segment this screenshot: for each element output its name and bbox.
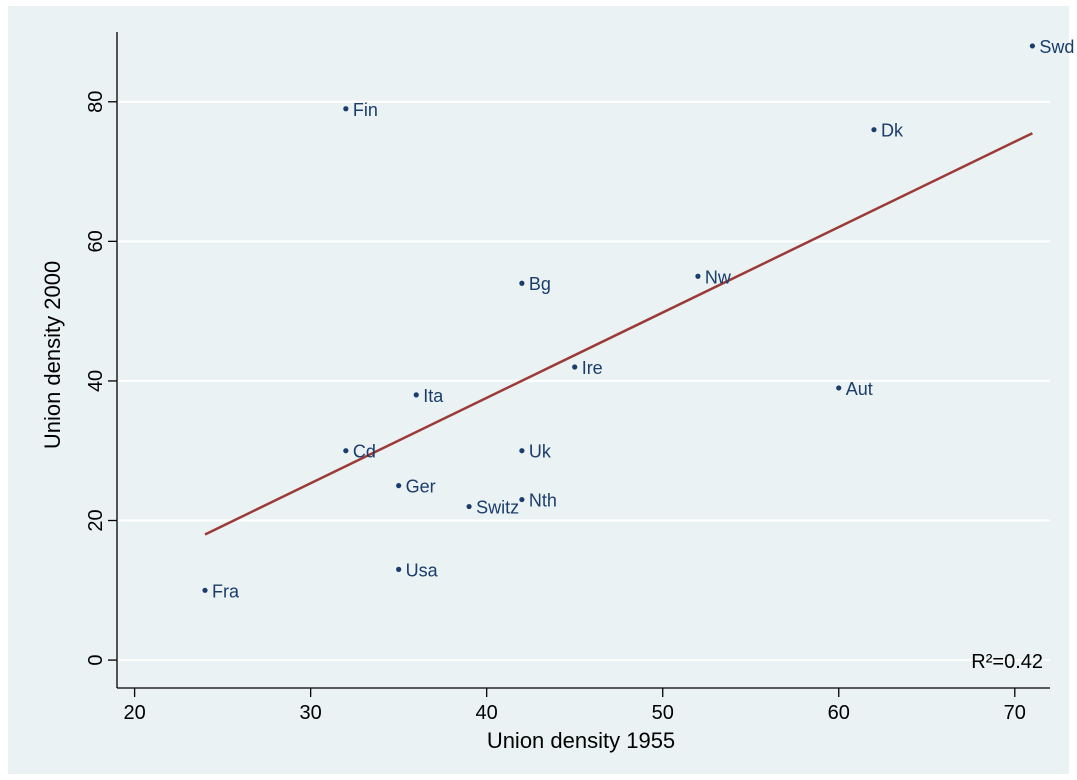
- x-tick-label: 70: [1004, 702, 1026, 724]
- regression-fit-line: [204, 132, 1033, 536]
- point-label: Swd: [1039, 37, 1074, 57]
- data-point: [836, 385, 842, 391]
- x-tick-label: 40: [476, 702, 498, 724]
- point-label: Ger: [406, 477, 436, 497]
- point-label: Aut: [846, 379, 873, 399]
- point-label: Nth: [529, 491, 557, 511]
- data-point: [519, 496, 525, 503]
- data-point: [519, 448, 525, 454]
- point-label: Nw: [705, 267, 732, 287]
- data-points: [202, 43, 1035, 593]
- data-point: [519, 280, 525, 286]
- y-tick-label: 80: [85, 91, 107, 113]
- point-label: Usa: [406, 560, 439, 580]
- point-label: Ire: [582, 358, 603, 378]
- fit-line-group: [204, 132, 1033, 536]
- data-point: [396, 483, 402, 489]
- data-point: [202, 587, 208, 593]
- axes: 0 20 40 60 80 20 30 40 50 60 70: [85, 32, 1050, 724]
- data-point: [466, 503, 472, 510]
- y-tick-label: 60: [85, 230, 107, 252]
- y-axis-title: Union density 2000: [40, 261, 65, 449]
- point-label: Bg: [529, 274, 551, 294]
- y-tick-label: 0: [85, 655, 107, 666]
- point-label: Ita: [423, 386, 444, 406]
- r-squared-annotation: R²=0.42: [971, 651, 1043, 673]
- data-point: [1029, 43, 1035, 49]
- x-tick-label: 60: [828, 702, 850, 724]
- point-label: Uk: [529, 442, 552, 462]
- x-axis-title: Union density 1955: [487, 728, 675, 753]
- x-tick-label: 30: [300, 702, 322, 724]
- data-point: [695, 273, 701, 279]
- data-point: [413, 392, 419, 398]
- data-point: [343, 448, 349, 454]
- point-label: Fin: [353, 100, 378, 120]
- point-label: Dk: [881, 121, 904, 141]
- x-tick-label: 20: [123, 702, 145, 724]
- point-label: Cd: [353, 442, 376, 462]
- gridlines: [117, 100, 1050, 662]
- data-point: [572, 364, 578, 370]
- data-point: [396, 566, 402, 572]
- y-tick-label: 20: [85, 509, 107, 531]
- point-label: Fra: [212, 581, 240, 601]
- plot-region-background: [8, 6, 1069, 774]
- data-point: [343, 106, 349, 112]
- data-point: [871, 127, 877, 133]
- y-tick-label: 40: [85, 370, 107, 392]
- point-labels: Swd Fin Dk Nw Bg Ire Aut Ita Cd Uk Ger Nth Switz Usa F…: [212, 37, 1074, 601]
- point-label: Switz: [476, 498, 519, 518]
- x-tick-label: 50: [652, 702, 674, 724]
